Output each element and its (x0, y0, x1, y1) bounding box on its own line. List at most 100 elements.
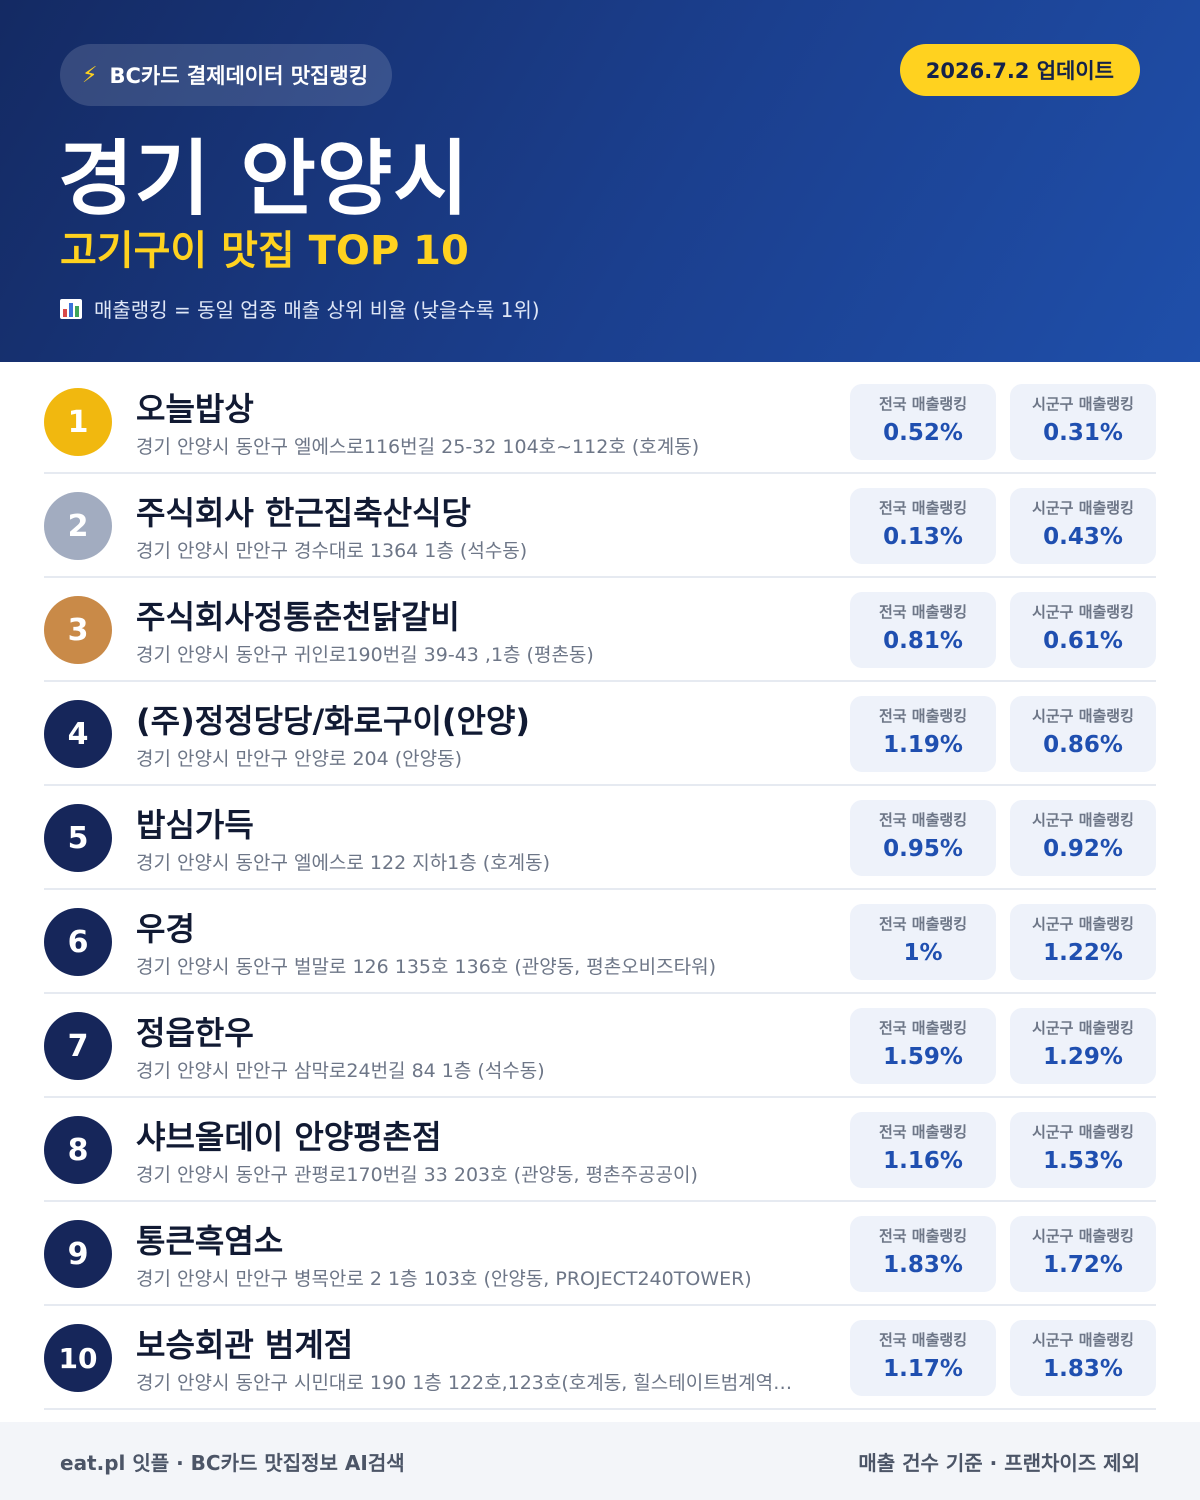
local-rank-label: 시군구 매출랭킹 (1032, 707, 1134, 725)
rank-badge: 3 (44, 596, 112, 664)
list-item[interactable]: 10 보승회관 범계점 경기 안양시 동안구 시민대로 190 1층 122호,… (44, 1306, 1156, 1410)
local-rank-label: 시군구 매출랭킹 (1032, 1331, 1134, 1349)
national-rank-box: 전국 매출랭킹 1.19% (850, 696, 996, 772)
local-rank-box: 시군구 매출랭킹 1.83% (1010, 1320, 1156, 1396)
local-rank-value: 1.22% (1043, 940, 1123, 966)
national-rank-label: 전국 매출랭킹 (878, 811, 968, 829)
national-rank-box: 전국 매출랭킹 0.13% (850, 488, 996, 564)
list-item[interactable]: 3 주식회사정통춘천닭갈비 경기 안양시 동안구 귀인로190번길 39-43 … (44, 578, 1156, 682)
header-banner: ⚡ BC카드 결제데이터 맛집랭킹 2026.7.2 업데이트 경기 안양시 고… (0, 0, 1200, 362)
local-rank-box: 시군구 매출랭킹 0.31% (1010, 384, 1156, 460)
national-rank-label: 전국 매출랭킹 (878, 1019, 968, 1037)
local-rank-label: 시군구 매출랭킹 (1032, 1227, 1134, 1245)
local-rank-value: 1.53% (1043, 1148, 1123, 1174)
restaurant-address: 경기 안양시 동안구 엘에스로 122 지하1층 (호계동) (136, 852, 551, 874)
restaurant-address: 경기 안양시 동안구 엘에스로116번길 25-32 104호~112호 (호계… (136, 436, 700, 458)
legend-text: 매출랭킹 = 동일 업종 매출 상위 비율 (낮을수록 1위) (94, 298, 540, 322)
national-rank-value: 1.16% (883, 1148, 963, 1174)
restaurant-name: 샤브올데이 안양평촌점 (136, 1118, 442, 1156)
ranking-list: 1 오늘밥상 경기 안양시 동안구 엘에스로116번길 25-32 104호~1… (44, 370, 1156, 1410)
national-rank-value: 0.81% (883, 628, 963, 654)
local-rank-value: 1.29% (1043, 1044, 1123, 1070)
local-rank-value: 1.83% (1043, 1356, 1123, 1382)
local-rank-label: 시군구 매출랭킹 (1032, 395, 1134, 413)
bar-chart-icon (60, 298, 82, 319)
local-rank-box: 시군구 매출랭킹 0.86% (1010, 696, 1156, 772)
restaurant-name: 밥심가득 (136, 806, 254, 844)
list-item[interactable]: 8 샤브올데이 안양평촌점 경기 안양시 동안구 관평로170번길 33 203… (44, 1098, 1156, 1202)
list-item[interactable]: 7 정읍한우 경기 안양시 만안구 삼막로24번길 84 1층 (석수동) 전국… (44, 994, 1156, 1098)
local-rank-box: 시군구 매출랭킹 1.72% (1010, 1216, 1156, 1292)
rank-badge: 9 (44, 1220, 112, 1288)
restaurant-address: 경기 안양시 만안구 안양로 204 (안양동) (136, 748, 463, 770)
lightning-icon: ⚡ (82, 62, 98, 88)
national-rank-value: 0.95% (883, 836, 963, 862)
national-rank-box: 전국 매출랭킹 1.16% (850, 1112, 996, 1188)
local-rank-label: 시군구 매출랭킹 (1032, 499, 1134, 517)
restaurant-name: 오늘밥상 (136, 390, 254, 428)
national-rank-value: 1% (903, 940, 943, 966)
rank-badge: 7 (44, 1012, 112, 1080)
restaurant-address: 경기 안양시 동안구 관평로170번길 33 203호 (관양동, 평촌주공공이… (136, 1164, 698, 1186)
page-title: 경기 안양시 (58, 132, 470, 227)
national-rank-label: 전국 매출랭킹 (878, 1227, 968, 1245)
national-rank-label: 전국 매출랭킹 (878, 1123, 968, 1141)
national-rank-value: 1.83% (883, 1252, 963, 1278)
national-rank-box: 전국 매출랭킹 1.17% (850, 1320, 996, 1396)
local-rank-box: 시군구 매출랭킹 1.29% (1010, 1008, 1156, 1084)
list-item[interactable]: 1 오늘밥상 경기 안양시 동안구 엘에스로116번길 25-32 104호~1… (44, 370, 1156, 474)
restaurant-address: 경기 안양시 만안구 경수대로 1364 1층 (석수동) (136, 540, 528, 562)
rank-badge: 10 (44, 1324, 112, 1392)
restaurant-address: 경기 안양시 동안구 귀인로190번길 39-43 ,1층 (평촌동) (136, 644, 594, 666)
restaurant-name: 정읍한우 (136, 1014, 254, 1052)
restaurant-address: 경기 안양시 동안구 벌말로 126 135호 136호 (관양동, 평촌오비즈… (136, 956, 717, 978)
local-rank-label: 시군구 매출랭킹 (1032, 1019, 1134, 1037)
source-label: BC카드 결제데이터 맛집랭킹 (109, 64, 369, 88)
footer-source: eat.pl 잇플 · BC카드 맛집정보 AI검색 (60, 1450, 405, 1475)
national-rank-value: 1.59% (883, 1044, 963, 1070)
footer-note: 매출 건수 기준 · 프랜차이즈 제외 (858, 1450, 1140, 1475)
local-rank-label: 시군구 매출랭킹 (1032, 1123, 1134, 1141)
national-rank-box: 전국 매출랭킹 0.52% (850, 384, 996, 460)
local-rank-label: 시군구 매출랭킹 (1032, 603, 1134, 621)
restaurant-name: 우경 (136, 910, 195, 948)
national-rank-label: 전국 매출랭킹 (878, 395, 968, 413)
restaurant-name: 통큰흑염소 (136, 1222, 284, 1260)
list-item[interactable]: 2 주식회사 한근집축산식당 경기 안양시 만안구 경수대로 1364 1층 (… (44, 474, 1156, 578)
restaurant-name: 보승회관 범계점 (136, 1326, 354, 1364)
national-rank-label: 전국 매출랭킹 (878, 707, 968, 725)
national-rank-label: 전국 매출랭킹 (878, 499, 968, 517)
national-rank-label: 전국 매출랭킹 (878, 603, 968, 621)
restaurant-name: 주식회사정통춘천닭갈비 (136, 598, 460, 636)
national-rank-label: 전국 매출랭킹 (878, 915, 968, 933)
rank-badge: 2 (44, 492, 112, 560)
restaurant-address: 경기 안양시 만안구 삼막로24번길 84 1층 (석수동) (136, 1060, 545, 1082)
rank-badge: 8 (44, 1116, 112, 1184)
list-item[interactable]: 6 우경 경기 안양시 동안구 벌말로 126 135호 136호 (관양동, … (44, 890, 1156, 994)
national-rank-box: 전국 매출랭킹 1.59% (850, 1008, 996, 1084)
local-rank-value: 0.92% (1043, 836, 1123, 862)
national-rank-box: 전국 매출랭킹 0.95% (850, 800, 996, 876)
rank-badge: 6 (44, 908, 112, 976)
local-rank-box: 시군구 매출랭킹 1.53% (1010, 1112, 1156, 1188)
national-rank-value: 0.52% (883, 420, 963, 446)
local-rank-box: 시군구 매출랭킹 1.22% (1010, 904, 1156, 980)
national-rank-box: 전국 매출랭킹 1.83% (850, 1216, 996, 1292)
rank-badge: 4 (44, 700, 112, 768)
local-rank-box: 시군구 매출랭킹 0.43% (1010, 488, 1156, 564)
local-rank-box: 시군구 매출랭킹 0.61% (1010, 592, 1156, 668)
local-rank-label: 시군구 매출랭킹 (1032, 915, 1134, 933)
footer: eat.pl 잇플 · BC카드 맛집정보 AI검색 매출 건수 기준 · 프랜… (0, 1422, 1200, 1500)
list-item[interactable]: 5 밥심가득 경기 안양시 동안구 엘에스로 122 지하1층 (호계동) 전국… (44, 786, 1156, 890)
update-badge: 2026.7.2 업데이트 (899, 44, 1140, 96)
rank-badge: 5 (44, 804, 112, 872)
list-item[interactable]: 4 (주)정정당당/화로구이(안양) 경기 안양시 만안구 안양로 204 (안… (44, 682, 1156, 786)
local-rank-value: 0.31% (1043, 420, 1123, 446)
local-rank-value: 0.43% (1043, 524, 1123, 550)
restaurant-name: (주)정정당당/화로구이(안양) (136, 702, 531, 740)
national-rank-value: 1.19% (883, 732, 963, 758)
rank-badge: 1 (44, 388, 112, 456)
national-rank-box: 전국 매출랭킹 1% (850, 904, 996, 980)
list-item[interactable]: 9 통큰흑염소 경기 안양시 만안구 병목안로 2 1층 103호 (안양동, … (44, 1202, 1156, 1306)
category-title: 고기구이 맛집 TOP 10 (60, 228, 469, 274)
